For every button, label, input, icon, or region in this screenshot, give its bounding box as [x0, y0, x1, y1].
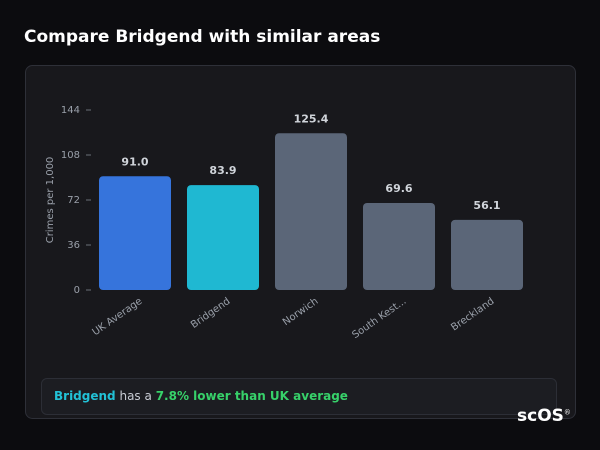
bar: [275, 133, 347, 290]
logo-mark: ®: [563, 408, 571, 417]
value-label: 125.4: [294, 112, 329, 125]
summary-area: Bridgend: [54, 389, 116, 403]
value-label: 83.9: [209, 164, 236, 177]
y-tick-label: 72: [67, 195, 80, 206]
logo-text: scOS: [517, 406, 564, 426]
summary-difference: 7.8% lower than UK average: [155, 389, 348, 403]
bar: [99, 176, 171, 290]
bar: [363, 203, 435, 290]
y-tick-label: 36: [67, 240, 80, 251]
y-tick-label: 0: [74, 285, 80, 296]
logo: scOS®: [517, 406, 571, 426]
y-axis-label: Crimes per 1,000: [45, 157, 56, 244]
value-label: 69.6: [385, 182, 412, 195]
value-label: 91.0: [121, 155, 148, 168]
value-label: 56.1: [473, 199, 500, 212]
bar: [451, 219, 523, 290]
bar: [187, 185, 259, 290]
y-tick-label: 144: [61, 105, 80, 116]
y-tick-label: 108: [61, 150, 80, 161]
summary-text: has a: [119, 389, 152, 403]
chart-title: Compare Bridgend with similar areas: [24, 27, 380, 47]
summary: Bridgend has a 7.8% lower than UK averag…: [41, 378, 557, 415]
